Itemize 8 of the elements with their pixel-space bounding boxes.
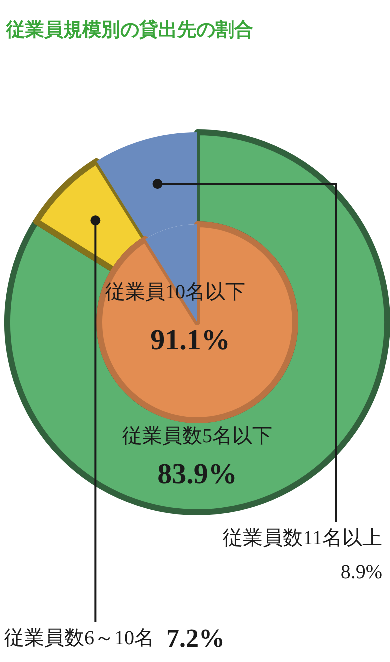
slice-label: 従業員数5名以下 — [122, 426, 272, 448]
chart-title: 従業員規模別の貸出先の割合 — [6, 19, 254, 41]
data-label: 8.9% — [340, 562, 383, 584]
slice-label: 従業員数11名以上 — [223, 528, 383, 550]
data-label: 91.1% — [150, 324, 230, 356]
data-label: 83.9% — [158, 458, 238, 490]
data-label: 7.2% — [166, 624, 225, 653]
slice-label: 従業員数6～10名 — [4, 628, 154, 650]
